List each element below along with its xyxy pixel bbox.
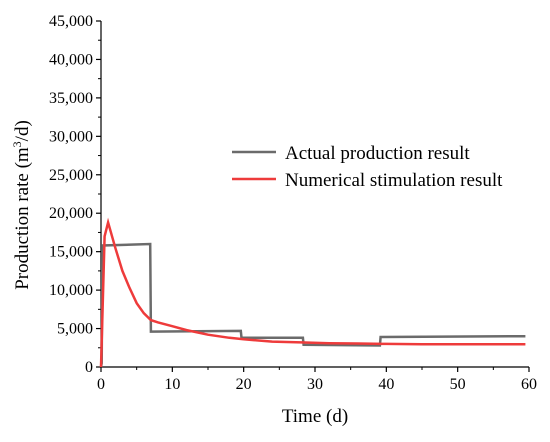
y-tick-label: 15,000	[49, 244, 93, 261]
legend: Actual production result Numerical stimul…	[232, 143, 503, 191]
x-tick-label: 40	[378, 376, 394, 393]
axes-layer: 0 5,000 10,000 15,000 20,000 25,000 30,000 35,0…	[49, 13, 537, 393]
y-tick-label: 45,000	[49, 13, 93, 30]
y-tick-label: 0	[85, 359, 93, 376]
y-tick-label: 30,000	[49, 128, 93, 145]
x-tick-label: 0	[97, 376, 105, 393]
y-tick-label: 5,000	[57, 321, 93, 338]
y-tick-label: 25,000	[49, 167, 93, 184]
y-tick-label: 10,000	[49, 282, 93, 299]
legend-label: Numerical stimulation result	[285, 170, 503, 191]
x-tick-label: 30	[307, 376, 323, 393]
x-axis-title: Time (d)	[282, 406, 348, 427]
x-tick-label: 60	[521, 376, 537, 393]
x-tick-label: 20	[236, 376, 252, 393]
legend-label: Actual production result	[285, 143, 470, 164]
x-tick-label: 50	[450, 376, 466, 393]
y-tick-label: 20,000	[49, 205, 93, 222]
series-layer	[99, 217, 526, 368]
y-tick-label: 40,000	[49, 51, 93, 68]
x-tick-label: 10	[164, 376, 180, 393]
y-axis-title: Production rate (m3/d)	[10, 120, 33, 290]
series-line-numerical	[99, 217, 526, 368]
y-tick-label: 35,000	[49, 90, 93, 107]
series-line-actual	[99, 242, 526, 368]
